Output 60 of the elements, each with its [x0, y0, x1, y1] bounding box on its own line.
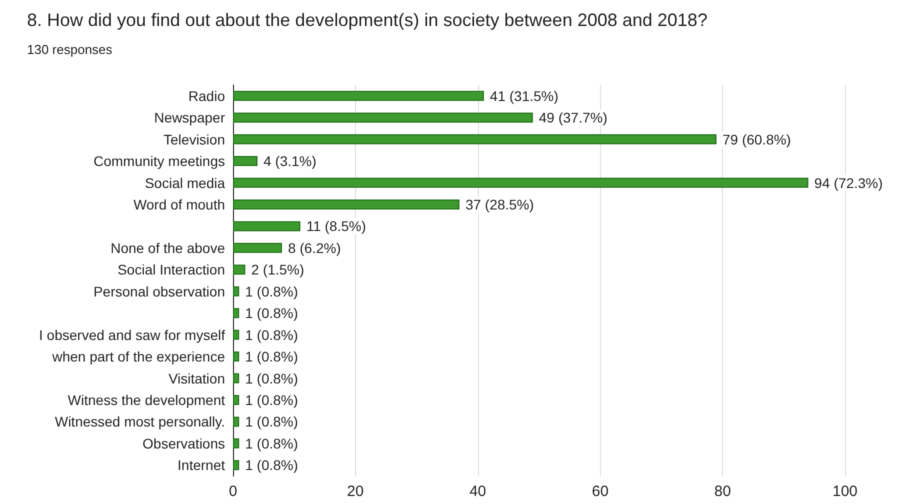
- x-tick-label: 40: [469, 483, 486, 500]
- bar: [233, 178, 808, 188]
- bar: [233, 199, 460, 210]
- data-label: 94 (72.3%): [814, 174, 883, 191]
- bar: [233, 394, 240, 405]
- bar: [233, 90, 484, 101]
- data-label: 1 (0.8%): [245, 457, 298, 474]
- x-tick-label: 100: [832, 483, 858, 500]
- x-tick-label: 80: [714, 483, 731, 500]
- y-tick-label: Witnessed most personally.: [54, 414, 225, 430]
- y-tick-label: Community meetings: [94, 153, 225, 170]
- data-label: 1 (0.8%): [245, 283, 298, 300]
- data-label: 1 (0.8%): [245, 370, 298, 386]
- data-label: 1 (0.8%): [245, 305, 298, 322]
- data-label: 41 (31.5%): [490, 88, 558, 104]
- bar: [233, 286, 240, 296]
- bar: [233, 134, 716, 144]
- data-label: 1 (0.8%): [245, 435, 298, 452]
- x-tick-label: 20: [347, 483, 364, 500]
- y-tick-label: Social media: [144, 174, 226, 191]
- bar: [233, 352, 240, 362]
- bar: [233, 221, 300, 232]
- x-tick-label: 0: [228, 483, 238, 500]
- data-label: 4 (3.1%): [263, 153, 316, 170]
- bar: [233, 330, 240, 340]
- y-tick-label: Internet: [178, 457, 226, 474]
- y-tick-label: Social Interaction: [118, 262, 225, 278]
- y-tick-label: Observations: [142, 435, 225, 452]
- y-tick-label: Newspaper: [154, 110, 226, 126]
- x-tick-label: 60: [592, 483, 609, 500]
- text: 130 responses: [27, 42, 113, 57]
- y-tick-label: Visitation: [168, 370, 225, 386]
- y-tick-label: Personal observation: [93, 283, 225, 300]
- bar: [233, 308, 240, 318]
- y-tick-label: Witness the development: [68, 392, 226, 408]
- chart-title: 8. How did you find out about the development(s) in society between 2008 and 2018?: [27, 10, 708, 30]
- bar: [233, 416, 240, 427]
- data-label: 8 (6.2%): [288, 240, 341, 256]
- bar: [233, 112, 533, 123]
- bar: [233, 373, 240, 384]
- data-label: 1 (0.8%): [245, 414, 298, 430]
- data-label: 11 (8.5%): [306, 218, 366, 234]
- bar: [233, 156, 258, 166]
- y-tick-label: Radio: [188, 88, 226, 104]
- y-tick-label: None of the above: [110, 240, 226, 256]
- data-label: 2 (1.5%): [251, 262, 304, 278]
- bar: [233, 438, 240, 448]
- y-tick-label: Television: [164, 131, 225, 148]
- bar: [233, 460, 240, 470]
- data-label: 1 (0.8%): [245, 348, 298, 365]
- data-label: 1 (0.8%): [245, 392, 298, 408]
- bar: [233, 264, 246, 275]
- bar: [233, 242, 282, 253]
- y-tick-label: when part of the experience: [51, 348, 226, 365]
- y-tick-label: I observed and saw for myself: [39, 326, 226, 343]
- data-label: 37 (28.5%): [465, 196, 534, 212]
- data-label: 49 (37.7%): [538, 110, 608, 126]
- data-label: 79 (60.8%): [722, 131, 791, 148]
- y-tick-label: Word of mouth: [133, 196, 225, 212]
- data-label: 1 (0.8%): [245, 326, 298, 343]
